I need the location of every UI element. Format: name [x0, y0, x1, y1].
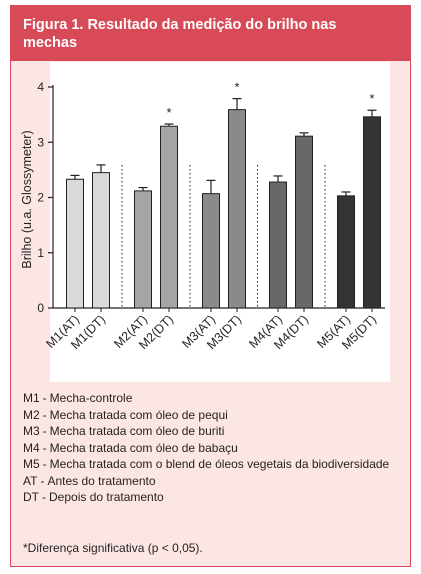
legend-item: M1- Mecha-controle: [23, 390, 393, 407]
bar: [337, 195, 355, 309]
legend-description: Mecha-controle: [49, 391, 133, 405]
bar: [269, 181, 287, 309]
legend-separator: -: [40, 473, 45, 488]
legend-key: M4: [23, 440, 40, 455]
bar: [295, 135, 313, 309]
legend-description: Depois do tratamento: [49, 490, 164, 504]
legend-item: M3- Mecha tratada com óleo de buriti: [23, 423, 393, 440]
legend-description: Mecha tratada com óleo de buriti: [49, 424, 225, 438]
bar: [228, 109, 246, 309]
footnote: *Diferença significativa (p < 0,05).: [23, 541, 203, 555]
y-axis-title: Brilho (u.a. Glossymeter): [20, 130, 34, 268]
legend-description: Mecha tratada com o blend de óleos veget…: [49, 457, 390, 471]
legend-separator: -: [42, 391, 47, 405]
legend-separator: -: [42, 407, 47, 422]
legend-description: Mecha tratada com óleo de pequi: [49, 407, 228, 422]
legend-separator: -: [42, 490, 46, 504]
y-tick-label: 0: [37, 301, 44, 315]
y-tick-label: 2: [37, 191, 44, 205]
bar: [134, 190, 152, 309]
legend-key: M2: [23, 407, 40, 422]
y-tick-label: 3: [37, 135, 44, 149]
legend-key: M1: [23, 391, 40, 405]
legend-separator: -: [42, 457, 47, 471]
figure-title: Figura 1. Resultado da medição do brilho…: [23, 17, 337, 51]
legend-key: AT: [23, 473, 38, 488]
significance-marker: *: [234, 80, 239, 95]
bar: [92, 172, 110, 309]
legend-item: M5- Mecha tratada com o blend de óleos ve…: [23, 456, 393, 473]
significance-marker: *: [369, 91, 374, 106]
legend-description: Mecha tratada com óleo de babaçu: [49, 440, 238, 455]
y-tick-label: 1: [37, 246, 44, 260]
legend-separator: -: [42, 440, 47, 455]
legend-item: AT - Antes do tratamento: [23, 473, 393, 490]
legend-key: M5: [23, 457, 40, 471]
y-tick-label: 4: [37, 80, 44, 94]
legend: M1- Mecha-controle M2- Mecha tratada com ól…: [23, 390, 393, 506]
legend-description: Antes do tratamento: [47, 473, 156, 488]
legend-key: DT: [23, 490, 39, 504]
bar: [202, 193, 220, 309]
legend-item: DT - Depois do tratamento: [23, 489, 393, 506]
legend-item: M2- Mecha tratada com óleo de pequi: [23, 407, 393, 424]
legend-separator: -: [42, 424, 47, 438]
bar: [160, 125, 178, 309]
bar: [363, 116, 381, 309]
legend-item: M4- Mecha tratada com óleo de babaçu: [23, 440, 393, 457]
figure-header: Figura 1. Resultado da medição do brilho…: [11, 6, 410, 61]
significance-marker: *: [166, 105, 171, 120]
bar: [66, 178, 84, 309]
legend-key: M3: [23, 424, 40, 438]
